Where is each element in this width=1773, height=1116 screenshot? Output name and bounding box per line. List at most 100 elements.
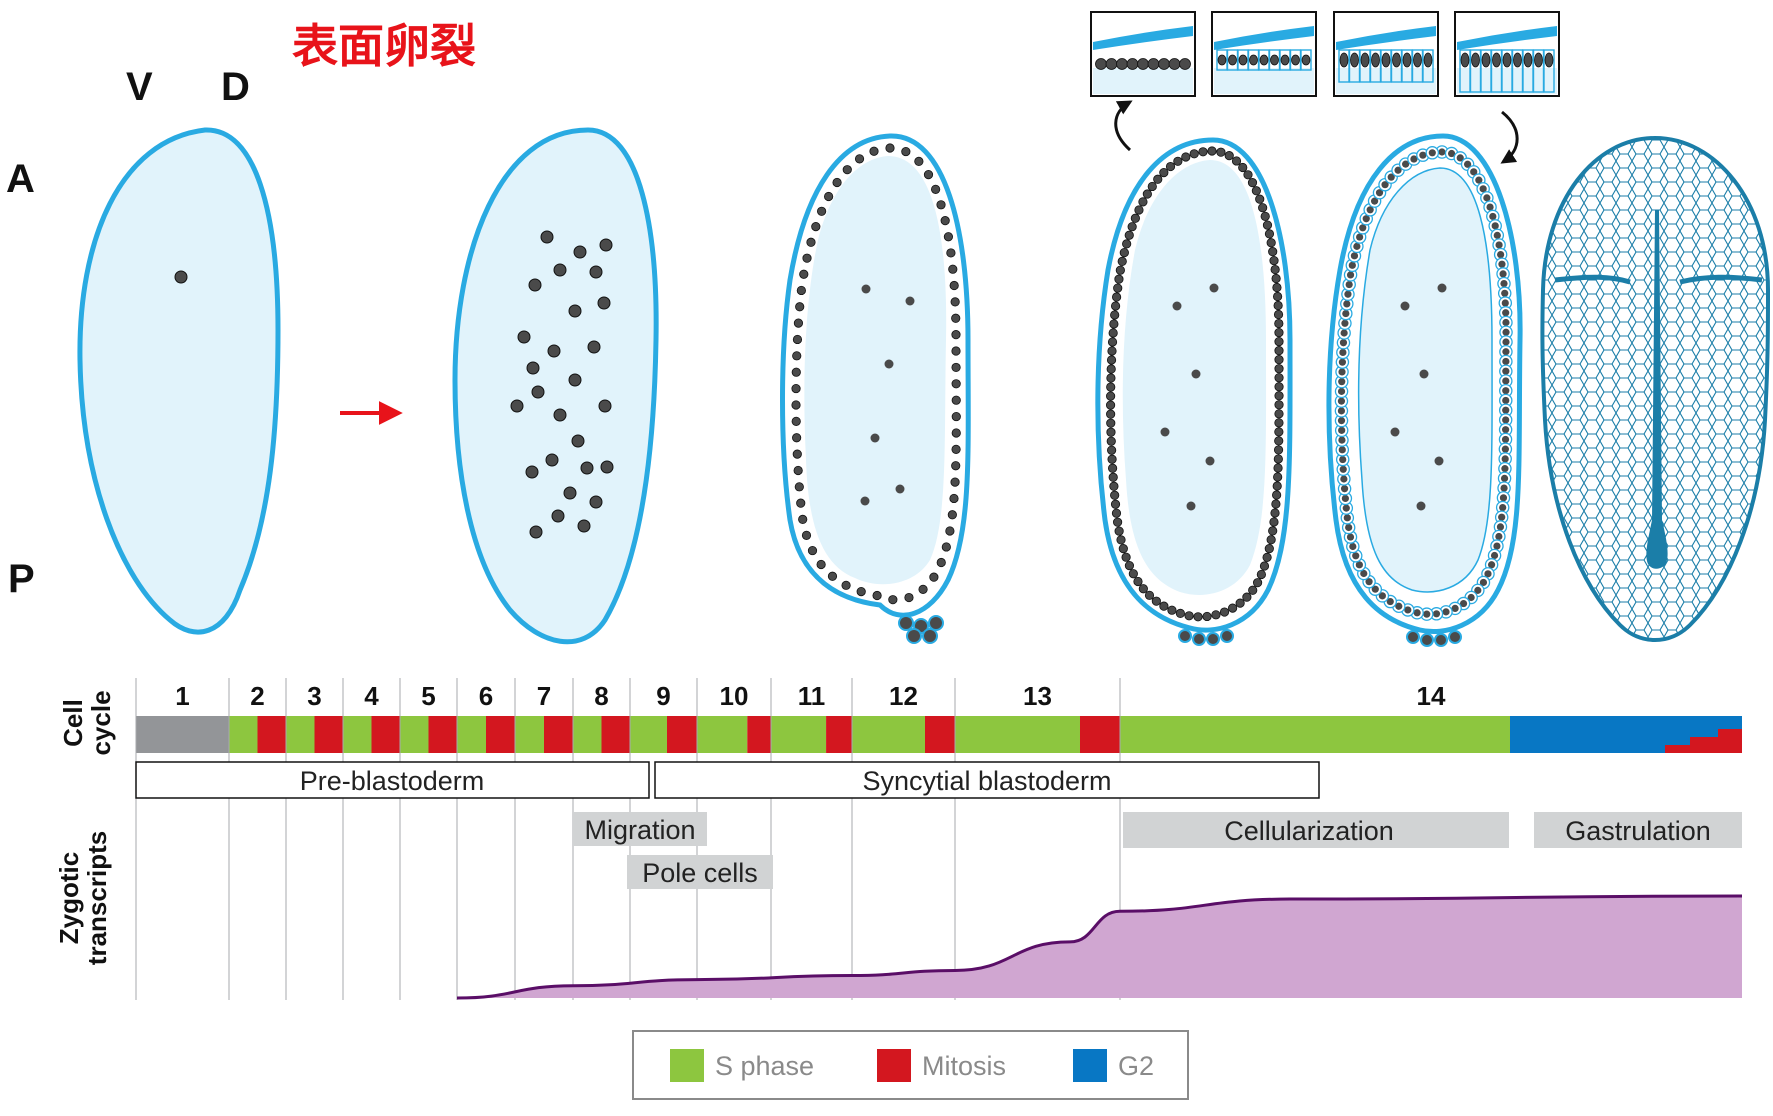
nucleus <box>1107 463 1118 473</box>
nucleus <box>1217 54 1227 66</box>
nucleus <box>951 362 961 373</box>
nucleus <box>1249 54 1258 66</box>
nucleus <box>1499 503 1507 512</box>
nucleus <box>1274 355 1284 365</box>
nucleus <box>1500 484 1508 492</box>
nucleus <box>1375 189 1384 197</box>
nucleus <box>1345 523 1353 532</box>
nucleus <box>936 557 946 568</box>
nucleus <box>1447 149 1456 158</box>
nucleus <box>824 191 834 202</box>
inset-box-3 <box>1333 11 1439 97</box>
nucleus <box>951 411 961 422</box>
legend-label-s-phase: S phase <box>715 1051 814 1081</box>
nucleus <box>1381 52 1391 68</box>
nucleus <box>1173 156 1183 166</box>
nucleus <box>1352 552 1360 560</box>
nucleus <box>1269 517 1279 527</box>
nucleus <box>1118 544 1128 554</box>
nucleus <box>841 580 851 590</box>
nucleus <box>1337 397 1346 405</box>
nucleus <box>1106 418 1116 428</box>
ventral-label: V <box>126 65 153 109</box>
nucleus <box>1158 58 1170 70</box>
nucleus <box>1371 52 1380 68</box>
nucleus <box>1371 585 1379 593</box>
nucleus <box>793 465 803 476</box>
nucleus <box>1119 248 1129 258</box>
nucleus <box>1502 387 1510 395</box>
nucleus <box>1502 328 1510 336</box>
s-phase-segment <box>955 716 1080 753</box>
nucleus <box>1338 378 1346 386</box>
nucleus <box>1224 151 1234 161</box>
nucleus <box>943 232 954 242</box>
nucleus <box>951 444 961 454</box>
nucleus <box>793 318 804 328</box>
nucleus <box>1124 561 1135 571</box>
nucleus <box>1343 514 1351 522</box>
nucleus <box>1270 508 1280 518</box>
nucleus <box>1493 231 1501 239</box>
nucleus <box>1160 427 1170 437</box>
nucleus <box>1338 368 1346 376</box>
nucleus <box>1202 611 1212 622</box>
stage-cellularization: Cellularization <box>1123 812 1509 848</box>
nucleus <box>517 330 531 344</box>
nucleus <box>1274 327 1284 338</box>
nucleus <box>1181 152 1191 162</box>
mitosis-segment <box>667 716 697 753</box>
nucleus <box>1423 610 1431 618</box>
nucleus <box>1340 329 1348 337</box>
nucleus <box>936 200 946 210</box>
nucleus <box>1270 54 1279 66</box>
nucleus <box>1496 523 1505 531</box>
nucleus <box>1502 318 1510 327</box>
stage-label: Syncytial blastoderm <box>862 766 1111 796</box>
nucleus <box>587 340 601 354</box>
peripheral-nuclei <box>1105 146 1284 622</box>
inset-box-1 <box>1090 11 1196 97</box>
nucleus <box>1498 513 1506 521</box>
nucleus <box>1115 265 1125 275</box>
s-phase-segment <box>457 716 486 753</box>
s-phase-segment <box>697 716 748 753</box>
nucleus <box>1339 465 1347 473</box>
nucleus <box>951 346 961 356</box>
nucleus <box>885 143 895 153</box>
nucleus <box>914 156 924 166</box>
nucleus <box>1437 283 1447 293</box>
nucleus <box>1544 52 1554 68</box>
nucleus <box>1205 456 1215 466</box>
nucleus <box>1147 181 1157 192</box>
nucleus <box>923 170 934 180</box>
nucleus <box>1274 364 1284 374</box>
cellularization-insets <box>1090 11 1560 97</box>
nucleus <box>1130 213 1140 223</box>
svg-text:transcripts: transcripts <box>82 831 112 965</box>
egg-outline <box>452 127 659 645</box>
nucleus <box>1114 274 1124 284</box>
nucleus <box>1105 58 1118 70</box>
nucleus <box>1434 456 1444 466</box>
mitosis-segment <box>826 716 852 753</box>
nucleus <box>792 449 802 459</box>
nucleus <box>1392 52 1401 68</box>
nucleus <box>553 408 567 422</box>
nucleus <box>1345 280 1353 289</box>
nucleus <box>1301 54 1311 66</box>
nucleus <box>1228 54 1237 66</box>
nucleus <box>1501 465 1509 473</box>
nucleus <box>1360 569 1368 578</box>
nucleus <box>1390 427 1400 437</box>
anterior-label: A <box>6 157 35 201</box>
s-phase-segment <box>400 716 429 753</box>
cell-cycle-bar <box>136 716 1742 753</box>
mitosis-segment <box>544 716 573 753</box>
nucleus <box>941 542 951 552</box>
nucleus <box>1168 58 1181 70</box>
nucleus <box>817 206 827 216</box>
nucleus <box>951 428 961 438</box>
cycle-number-8: 8 <box>594 681 608 711</box>
nucleus <box>1268 526 1278 536</box>
